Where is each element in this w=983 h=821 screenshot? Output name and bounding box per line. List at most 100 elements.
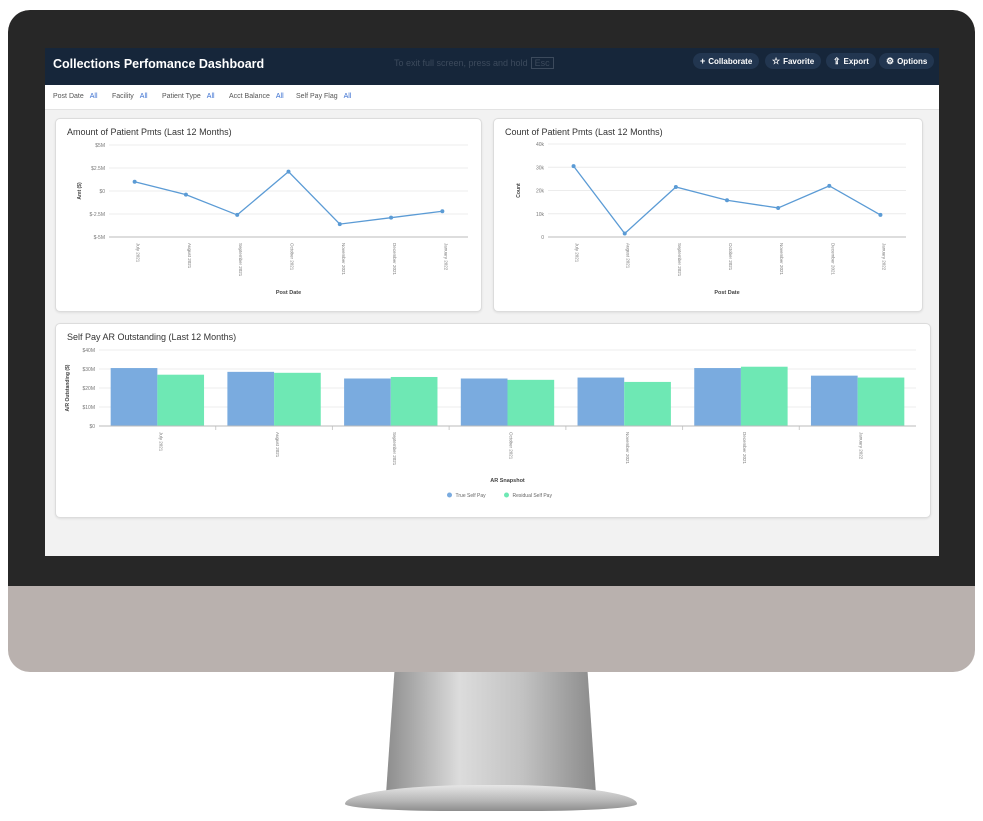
self-pay-ar-chart: $40M $30M $20M $10M $0 A/R Outstanding ($) Jul… (65, 348, 916, 499)
y-axis-label: A/R Outstanding ($) (65, 364, 71, 411)
esc-key-label: Esc (530, 57, 554, 69)
x-tick-label: January 2022 (881, 243, 886, 271)
y-tick-label: $-2.5M (89, 212, 105, 218)
y-tick-label: 0 (541, 235, 544, 241)
bar (810, 375, 858, 426)
self-pay-ar-card: Self Pay AR Outstanding (Last 12 Months)… (55, 323, 931, 518)
monitor-bezel: Collections Perfomance Dashboard To exit… (8, 10, 975, 586)
y-tick-label: 40k (536, 142, 545, 148)
y-tick-label: 20k (536, 189, 545, 195)
plus-icon: + (700, 56, 706, 66)
bar (507, 379, 555, 426)
x-tick-label: July 2021 (575, 243, 580, 263)
data-point (132, 179, 137, 184)
data-point (673, 185, 678, 190)
data-point (183, 192, 188, 197)
data-point (776, 205, 781, 210)
fullscreen-hint: To exit full screen, press and hold Esc (394, 57, 554, 69)
bar (157, 374, 205, 426)
data-point (725, 198, 729, 203)
filter-self-pay-flag[interactable]: Self Pay Flag All (296, 93, 351, 100)
bar (624, 381, 671, 426)
y-axis-label: Amt ($) (77, 182, 83, 200)
filter-value[interactable]: All (206, 93, 215, 100)
y-tick-label: 30k (536, 165, 545, 171)
x-tick-label: December 2021 (392, 243, 397, 276)
bar (390, 376, 438, 426)
x-tick-label: August 2021 (275, 432, 280, 458)
bar (460, 378, 508, 426)
data-point (286, 169, 291, 174)
x-tick-label: January 2022 (859, 432, 864, 460)
upload-icon: ⇪ (833, 55, 841, 66)
y-tick-label: $10M (82, 405, 95, 411)
bar (274, 372, 321, 426)
x-tick-label: October 2021 (290, 243, 295, 271)
favorite-label: Favorite (783, 56, 815, 66)
y-tick-label: $40M (82, 348, 95, 354)
page-title: Collections Perfomance Dashboard (53, 57, 265, 71)
filter-acct-balance[interactable]: Acct Balance All (229, 93, 284, 100)
filter-value[interactable]: All (275, 93, 284, 100)
data-point (622, 231, 627, 236)
collaborate-button[interactable]: + Collaborate (693, 53, 760, 69)
filter-value[interactable]: All (139, 93, 148, 100)
monitor-frame: Collections Perfomance Dashboard To exit… (8, 10, 975, 672)
bar (110, 368, 158, 426)
x-tick-label: August 2021 (187, 243, 192, 269)
x-tick-label: December 2021 (830, 243, 835, 276)
x-axis-label: AR Snapshot (490, 478, 525, 484)
amount-payments-card: Amount of Patient Pmts (Last 12 Months) … (55, 118, 482, 312)
monitor-stand-base (345, 785, 637, 811)
x-tick-label: November 2021 (625, 432, 630, 465)
dashboard-header: Collections Perfomance Dashboard To exit… (45, 48, 939, 85)
data-point (440, 209, 445, 214)
x-tick-label: October 2021 (509, 432, 514, 460)
bar (344, 378, 391, 426)
dashboard-screen: Collections Perfomance Dashboard To exit… (45, 48, 939, 556)
filter-label: Post Date (53, 93, 84, 100)
x-tick-label: September 2021 (677, 243, 682, 277)
favorite-button[interactable]: ☆ Favorite (765, 53, 822, 69)
bar (694, 368, 741, 426)
options-button[interactable]: ⚙ Options (879, 53, 935, 69)
legend-label: True Self Pay (456, 493, 487, 499)
y-axis-label: Count (516, 183, 522, 198)
filter-facility[interactable]: Facility All (112, 93, 148, 100)
y-tick-label: 10k (536, 212, 545, 218)
filter-value[interactable]: All (89, 93, 98, 100)
x-tick-label: July 2021 (158, 432, 163, 452)
x-tick-label: January 2022 (443, 243, 448, 271)
star-icon: ☆ (772, 55, 781, 66)
x-tick-label: August 2021 (626, 243, 631, 269)
x-tick-label: July 2021 (136, 243, 141, 263)
x-tick-label: September 2021 (392, 432, 397, 466)
chart-title: Self Pay AR Outstanding (Last 12 Months) (67, 332, 237, 342)
y-tick-label: $0 (89, 424, 95, 430)
filter-post-date[interactable]: Post Date All (53, 93, 98, 100)
filter-patient-type[interactable]: Patient Type All (162, 93, 215, 100)
fullscreen-hint-text: To exit full screen, press and hold (394, 58, 528, 68)
bar (857, 377, 905, 426)
filter-bar: Post Date All Facility All Patient Type All… (45, 85, 939, 110)
gear-icon: ⚙ (886, 55, 895, 66)
y-tick-label: $2.5M (91, 166, 105, 172)
monitor-stand-neck (386, 672, 596, 794)
y-tick-label: $-5M (94, 235, 105, 241)
x-tick-label: November 2021 (779, 243, 784, 276)
chart-title: Amount of Patient Pmts (Last 12 Months) (67, 127, 232, 137)
x-tick-label: September 2021 (238, 243, 243, 277)
x-tick-label: December 2021 (742, 432, 747, 465)
x-tick-label: November 2021 (341, 243, 346, 276)
bar (740, 366, 788, 426)
amount-payments-chart: $5M $2.5M $0 $-2.5M $-5M Amt ($) July 2021 Augu… (77, 143, 468, 296)
data-point (389, 215, 394, 220)
y-tick-label: $30M (82, 367, 95, 373)
filter-value[interactable]: All (343, 93, 352, 100)
bar (577, 377, 625, 426)
collaborate-label: Collaborate (708, 56, 753, 66)
export-button[interactable]: ⇪ Export (826, 53, 876, 69)
options-label: Options (897, 56, 928, 66)
count-payments-card: Count of Patient Pmts (Last 12 Months) 4… (493, 118, 923, 312)
data-point (827, 183, 832, 188)
